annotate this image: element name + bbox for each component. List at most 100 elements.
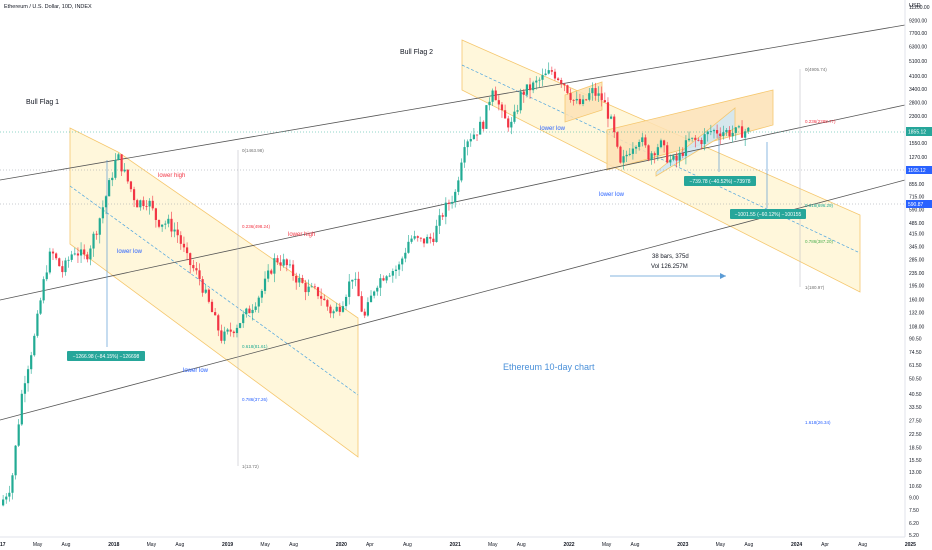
candle bbox=[189, 252, 192, 274]
candle-body bbox=[5, 496, 8, 500]
candle bbox=[76, 247, 80, 263]
candle bbox=[170, 211, 173, 238]
candle bbox=[238, 322, 242, 329]
candle bbox=[706, 130, 709, 142]
candle-body bbox=[173, 229, 176, 232]
currency-label: USD bbox=[909, 3, 921, 9]
candle-body bbox=[510, 121, 513, 128]
candle-body bbox=[70, 254, 73, 260]
annotation-text: lower low bbox=[540, 126, 566, 132]
candle-body bbox=[472, 134, 476, 140]
price-badge-label: 1165.12 bbox=[908, 168, 926, 174]
x-tick-label: Aug bbox=[858, 542, 867, 548]
candle bbox=[8, 485, 11, 502]
candle bbox=[687, 131, 691, 142]
fib-level-label: 0(1463.98) bbox=[242, 148, 264, 153]
x-tick-label: 2017 bbox=[0, 542, 6, 548]
candle-body bbox=[357, 278, 360, 297]
x-tick-label: Aug bbox=[62, 542, 71, 548]
x-tick-label: May bbox=[260, 542, 270, 548]
annotations: Bull Flag 1 Bull Flag 2 lower high lower hi… bbox=[26, 49, 625, 374]
candle-body bbox=[132, 189, 136, 201]
candle bbox=[600, 86, 603, 107]
candle bbox=[161, 224, 164, 232]
candle bbox=[108, 177, 111, 197]
y-tick-label: 15.50 bbox=[909, 458, 922, 464]
candle bbox=[672, 154, 675, 162]
candle-body bbox=[631, 148, 635, 154]
price-badge-label: 590.87 bbox=[908, 202, 924, 208]
candle-body bbox=[581, 99, 585, 104]
fib-level-label: 0.236(2288.77) bbox=[805, 119, 836, 124]
candle-body bbox=[295, 275, 298, 283]
candle-body bbox=[238, 323, 242, 328]
candle bbox=[326, 298, 329, 311]
candle bbox=[397, 261, 401, 277]
candle bbox=[744, 128, 747, 147]
candle-body bbox=[369, 295, 373, 303]
candle bbox=[528, 77, 532, 99]
bull-flag-1-channel bbox=[69, 127, 359, 458]
x-tick-label: 2019 bbox=[222, 542, 233, 548]
y-tick-label: 6300.00 bbox=[909, 45, 927, 51]
candle-body bbox=[444, 202, 447, 217]
candle bbox=[438, 208, 441, 234]
candle-body bbox=[700, 140, 703, 145]
candle bbox=[588, 87, 591, 102]
candle-body bbox=[494, 90, 497, 101]
candle-body bbox=[207, 289, 210, 302]
candle-body bbox=[242, 314, 245, 324]
last-price-badge bbox=[906, 127, 932, 136]
candle-body bbox=[500, 104, 504, 111]
candle bbox=[30, 351, 33, 374]
candle-body bbox=[204, 289, 207, 293]
price-axis[interactable]: 11200.00 9200.00 7700.00 6300.00 5100.00 4100… bbox=[904, 0, 932, 539]
candle bbox=[220, 324, 223, 344]
candle bbox=[295, 272, 298, 290]
candle bbox=[631, 142, 635, 160]
candle-body bbox=[569, 93, 572, 100]
candle-body bbox=[323, 298, 326, 301]
candle-body bbox=[435, 225, 438, 242]
candle-body bbox=[341, 306, 345, 312]
candle-body bbox=[528, 84, 532, 91]
candle bbox=[547, 62, 550, 75]
candle-body bbox=[379, 278, 382, 288]
y-tick-label: 40.50 bbox=[909, 392, 922, 398]
candle bbox=[201, 276, 204, 297]
candle bbox=[279, 255, 282, 271]
candle bbox=[204, 284, 207, 295]
candle-body bbox=[638, 142, 641, 147]
candle bbox=[39, 297, 42, 315]
flag-2-midline bbox=[461, 64, 861, 254]
candle bbox=[715, 124, 719, 139]
candle bbox=[235, 324, 239, 338]
candle bbox=[404, 247, 407, 263]
candle bbox=[282, 253, 285, 268]
candle bbox=[416, 235, 419, 242]
candle bbox=[541, 68, 544, 87]
time-axis[interactable]: 2017 May Aug 2018 May Aug 2019 May Aug 2020 Apr Aug… bbox=[0, 536, 916, 548]
candle bbox=[73, 247, 76, 256]
candle-body bbox=[291, 264, 295, 276]
candle-body bbox=[497, 100, 500, 105]
candle bbox=[223, 326, 226, 345]
candle bbox=[114, 153, 117, 180]
candle bbox=[463, 139, 466, 168]
candle bbox=[26, 365, 30, 392]
candle bbox=[444, 197, 447, 225]
candle bbox=[401, 256, 404, 272]
candle-body bbox=[363, 311, 366, 316]
candle-body bbox=[485, 105, 488, 129]
candle-body bbox=[257, 297, 260, 307]
candle bbox=[320, 288, 323, 306]
candle-body bbox=[594, 88, 597, 96]
fib-retracements: 0(1463.98) 0.236(498.24) 0.618(81.61) 0.786… bbox=[237, 67, 836, 469]
candle-body bbox=[161, 224, 164, 227]
candle bbox=[111, 172, 114, 187]
candle-body bbox=[366, 302, 370, 316]
candle-body bbox=[338, 306, 341, 312]
x-tick-label: 2022 bbox=[563, 542, 574, 548]
candle-body bbox=[426, 236, 429, 244]
x-tick-label: Aug bbox=[403, 542, 412, 548]
